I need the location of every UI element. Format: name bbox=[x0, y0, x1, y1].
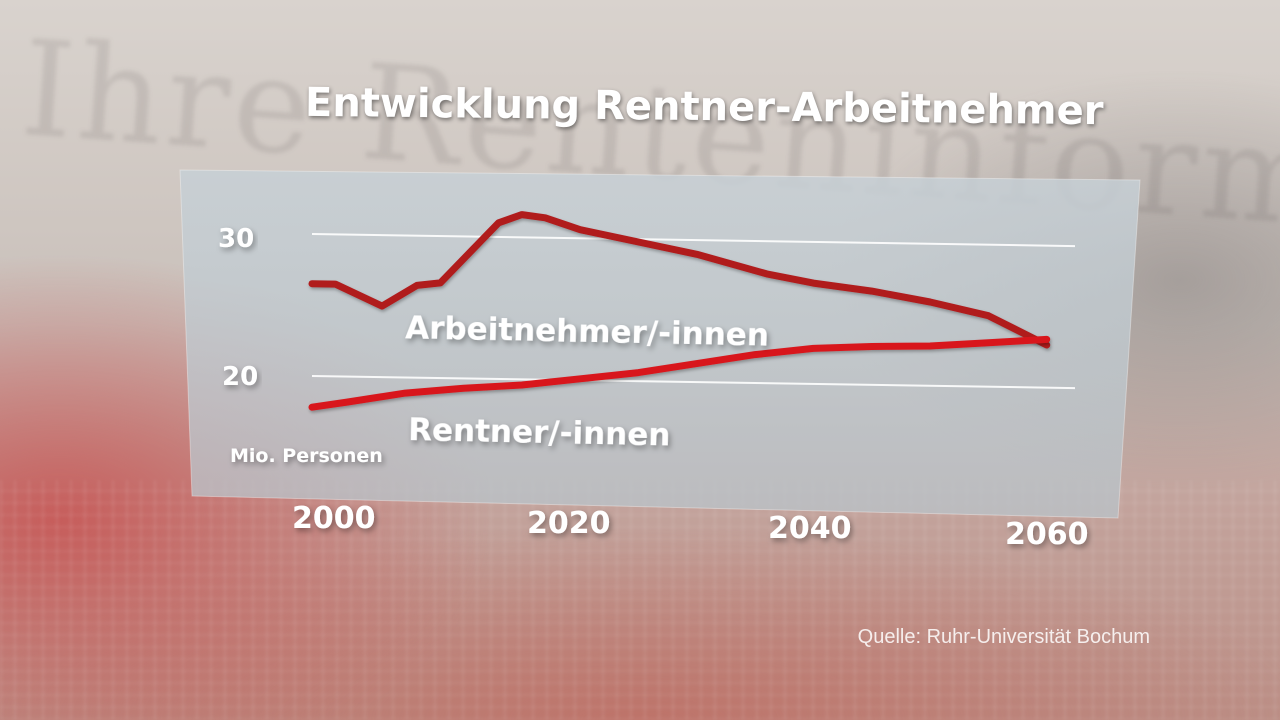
series-label-arbeitnehmer: Arbeitnehmer/-innen bbox=[405, 310, 769, 354]
source-note: Quelle: Ruhr-Universität Bochum bbox=[857, 626, 1150, 648]
grid-lines bbox=[311, 233, 1076, 390]
y-tick-label-30: 30 bbox=[218, 224, 254, 254]
grid-line-30 bbox=[311, 233, 1076, 248]
background-pattern bbox=[0, 480, 1280, 720]
series-label-rentner: Rentner/-innen bbox=[408, 412, 671, 453]
x-tick-label-2020: 2020 bbox=[527, 506, 611, 541]
series-line-rentner bbox=[308, 335, 1051, 411]
x-tick-label-2000: 2000 bbox=[292, 501, 376, 536]
y-axis-unit-label: Mio. Personen bbox=[230, 445, 383, 467]
series-line-arbeitnehmer bbox=[308, 211, 1051, 349]
chart-panel bbox=[179, 169, 1141, 519]
x-tick-label-2060: 2060 bbox=[1005, 517, 1089, 552]
y-tick-label-20: 20 bbox=[222, 362, 258, 392]
series-lines bbox=[308, 211, 1051, 411]
x-tick-label-2040: 2040 bbox=[768, 511, 852, 546]
grid-line-20 bbox=[311, 375, 1076, 390]
